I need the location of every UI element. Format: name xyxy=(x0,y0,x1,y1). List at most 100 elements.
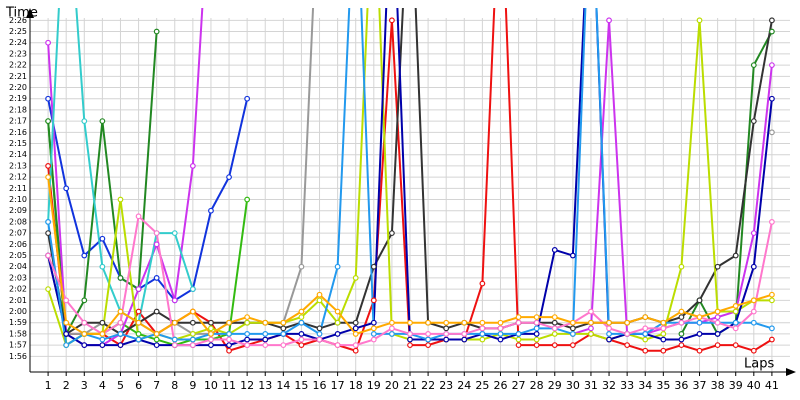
data-point xyxy=(551,342,558,349)
x-tick-label: 4 xyxy=(99,379,106,392)
data-point xyxy=(370,297,377,304)
data-point xyxy=(117,331,124,337)
data-point xyxy=(45,118,51,125)
data-point xyxy=(81,297,88,304)
data-point xyxy=(135,286,142,293)
data-point xyxy=(660,331,667,337)
data-point xyxy=(117,196,124,203)
x-tick-label: 13 xyxy=(258,379,272,392)
y-tick-label: 2:26 xyxy=(9,16,27,25)
x-tick-label: 9 xyxy=(189,379,196,392)
x-tick-label: 38 xyxy=(711,379,725,392)
y-tick-label: 2:19 xyxy=(9,94,27,103)
data-point xyxy=(189,286,196,293)
data-point xyxy=(533,314,540,321)
x-tick-label: 21 xyxy=(403,379,417,392)
data-point xyxy=(569,342,576,349)
data-point xyxy=(769,17,775,24)
data-point xyxy=(425,331,431,337)
data-point xyxy=(153,331,160,337)
plot-area xyxy=(45,8,775,354)
data-point xyxy=(443,336,450,343)
data-point xyxy=(642,347,649,354)
data-point xyxy=(334,331,341,337)
data-point xyxy=(352,325,359,332)
data-point xyxy=(407,319,413,326)
data-point xyxy=(551,331,558,337)
data-point xyxy=(660,325,667,332)
x-tick-label: 16 xyxy=(313,379,327,392)
x-tick-label: 18 xyxy=(349,379,363,392)
data-point xyxy=(696,297,703,304)
x-tick-label: 40 xyxy=(747,379,761,392)
data-point xyxy=(370,336,377,343)
data-point xyxy=(642,325,649,332)
data-point xyxy=(81,319,88,326)
data-point xyxy=(81,252,88,259)
data-point xyxy=(153,336,160,343)
x-tick-label: 27 xyxy=(512,379,526,392)
data-point xyxy=(135,213,142,220)
data-point xyxy=(45,252,51,259)
data-point xyxy=(135,331,142,337)
data-point xyxy=(696,319,703,326)
data-point xyxy=(334,308,341,315)
y-tick-label: 2:15 xyxy=(9,139,27,148)
data-point xyxy=(153,308,160,315)
data-point xyxy=(678,319,685,326)
data-point xyxy=(461,336,468,343)
data-point xyxy=(244,314,251,321)
data-point xyxy=(99,118,106,125)
data-point xyxy=(533,325,540,332)
data-point xyxy=(99,235,106,242)
data-point xyxy=(678,308,685,315)
x-tick-label: 29 xyxy=(548,379,562,392)
data-point xyxy=(370,319,377,326)
data-point xyxy=(352,319,359,326)
data-point xyxy=(389,17,395,24)
data-point xyxy=(189,342,196,349)
x-axis-title: Laps xyxy=(744,357,774,372)
data-point xyxy=(298,319,305,326)
data-point xyxy=(298,314,305,321)
data-point xyxy=(678,342,685,349)
data-point xyxy=(732,342,739,349)
data-point xyxy=(696,331,703,337)
data-point xyxy=(769,28,775,35)
data-point xyxy=(696,17,703,24)
data-point xyxy=(63,342,70,349)
data-point xyxy=(533,336,540,343)
x-tick-label: 12 xyxy=(240,379,254,392)
data-point xyxy=(750,118,757,125)
data-point xyxy=(352,342,359,349)
data-point xyxy=(479,336,486,343)
data-point xyxy=(298,336,305,343)
data-point xyxy=(479,325,486,332)
data-point xyxy=(515,336,522,343)
data-point xyxy=(660,319,667,326)
y-tick-label: 1:56 xyxy=(9,352,27,361)
data-point xyxy=(569,325,576,332)
data-point xyxy=(588,325,594,332)
x-tick-label: 32 xyxy=(602,379,616,392)
data-point xyxy=(352,347,359,354)
data-point xyxy=(678,331,685,337)
y-tick-label: 2:12 xyxy=(9,173,27,182)
data-point xyxy=(714,263,721,270)
x-tick-label: 5 xyxy=(117,379,124,392)
data-point xyxy=(769,95,775,102)
data-point xyxy=(606,17,612,24)
data-point xyxy=(714,319,721,326)
data-point xyxy=(316,325,323,332)
data-point xyxy=(769,129,775,136)
data-point xyxy=(714,342,721,349)
y-tick-label: 2:22 xyxy=(9,61,27,70)
data-point xyxy=(606,325,612,332)
data-point xyxy=(226,336,232,343)
data-point xyxy=(769,325,775,332)
y-tick-label: 1:59 xyxy=(9,318,27,327)
y-tick-label: 2:02 xyxy=(9,285,27,294)
data-point xyxy=(45,286,51,293)
y-tick-label: 2:06 xyxy=(9,240,27,249)
